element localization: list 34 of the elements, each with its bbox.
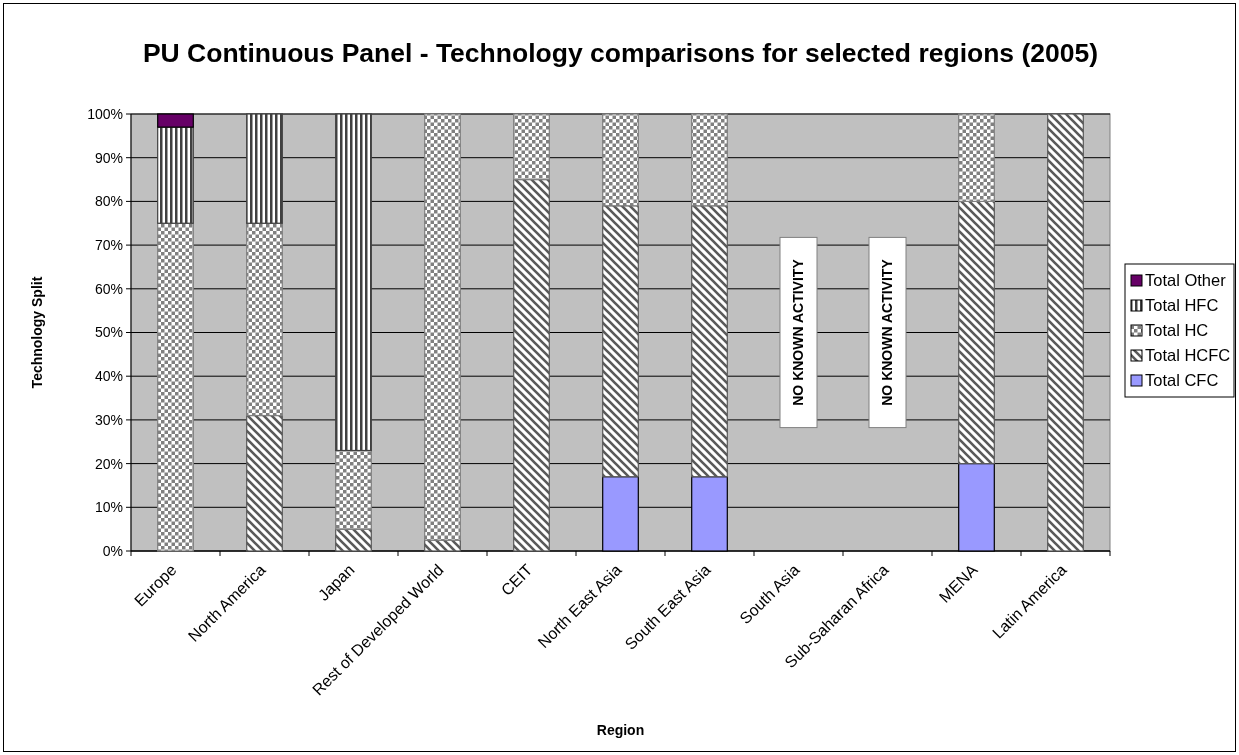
bar: [335, 113, 372, 452]
y-tick-label: 30%: [94, 411, 123, 428]
legend-label: Total Other: [1145, 271, 1227, 290]
bar: [513, 178, 550, 552]
y-axis-title: Technology Split: [29, 276, 45, 389]
legend-label: Total CFC: [1145, 371, 1219, 390]
y-tick-label: 90%: [94, 149, 123, 166]
bar: [246, 113, 283, 224]
y-tick-label: 40%: [94, 368, 123, 385]
bar: [335, 449, 372, 530]
y-tick-label: 0%: [102, 542, 123, 559]
bar: [602, 205, 639, 478]
bar: [157, 126, 194, 224]
bar: [335, 528, 372, 552]
legend-label: Total HCFC: [1145, 346, 1231, 365]
bar: [1047, 113, 1084, 552]
legend-label: Total HFC: [1145, 296, 1219, 315]
annotation: NO KNOWN ACTIVITY: [790, 258, 807, 406]
y-tick-label: 80%: [94, 193, 123, 210]
bar: [424, 539, 461, 552]
x-axis-title: Region: [596, 722, 645, 738]
annotation: NO KNOWN ACTIVITY: [879, 258, 896, 406]
bar: [246, 414, 283, 552]
y-tick-label: 70%: [94, 237, 123, 253]
y-tick-label: 60%: [94, 280, 123, 297]
bar: [691, 205, 728, 478]
bar: [958, 200, 995, 465]
y-tick-label: 20%: [94, 455, 123, 472]
legend-label: Total HC: [1145, 321, 1209, 340]
bar: [246, 222, 283, 417]
chart-title: PU Continuous Panel - Technology comparisons for selected regions (2005): [142, 38, 1099, 68]
y-tick-label: 100%: [87, 105, 123, 122]
y-tick-label: 10%: [94, 499, 123, 516]
y-tick-label: 50%: [94, 324, 123, 341]
